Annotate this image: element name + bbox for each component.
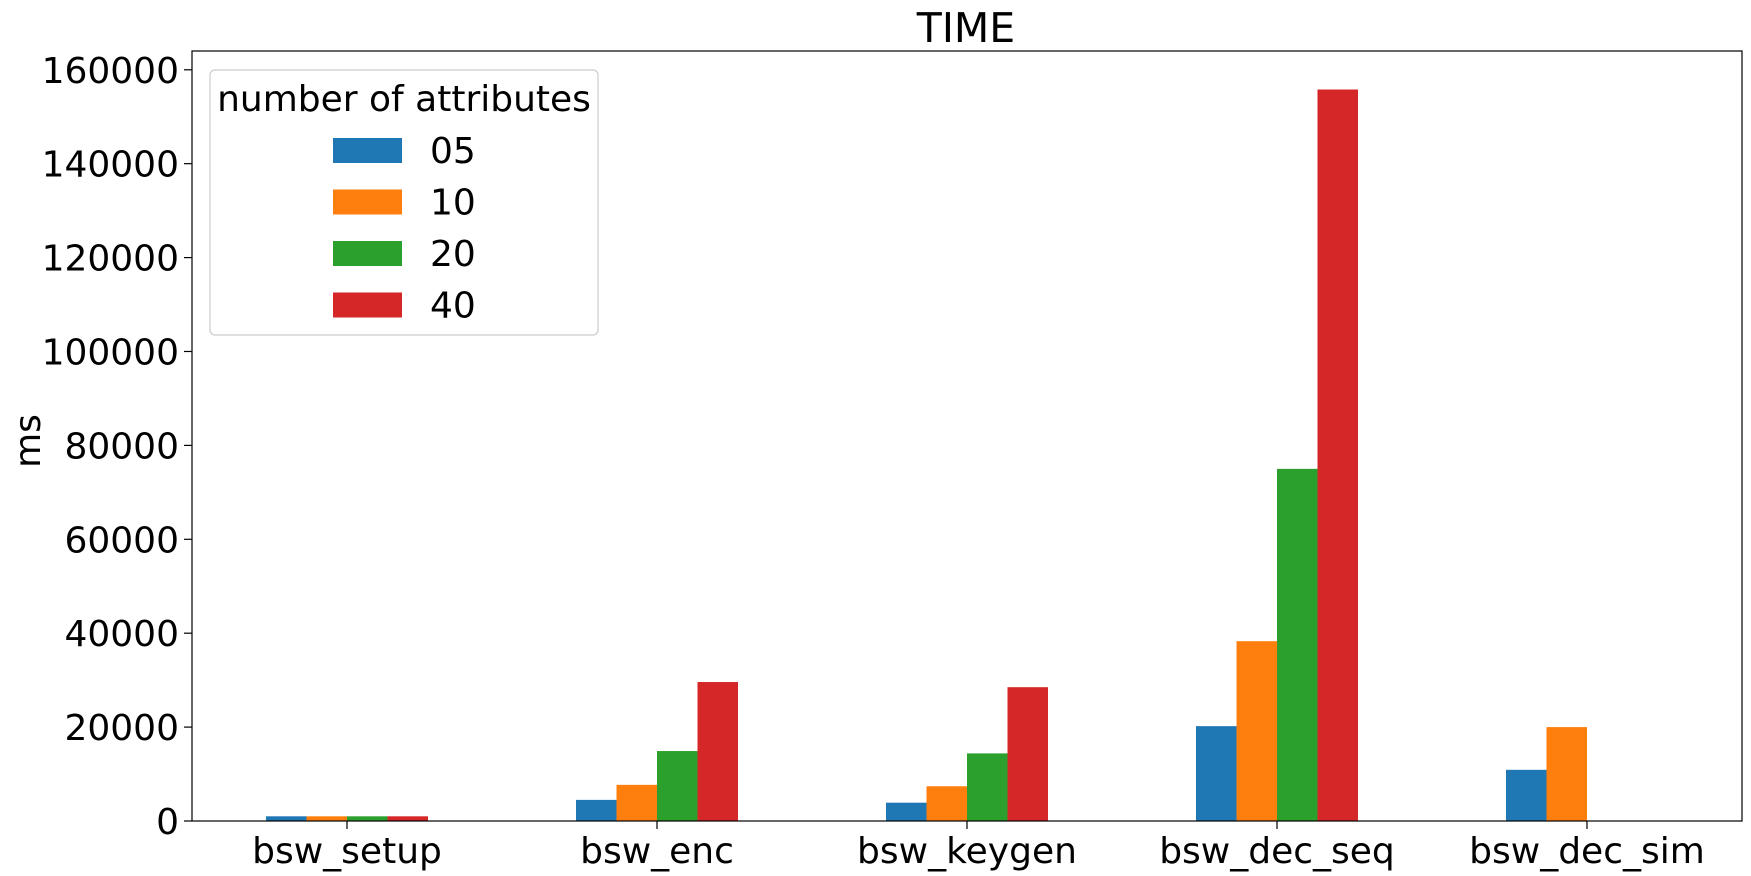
bar-bsw_enc-20 (657, 751, 698, 821)
y-tick-label: 80000 (64, 426, 179, 467)
bar-bsw_dec_seq-10 (1236, 641, 1277, 821)
bar-bsw_dec_sim-10 (1546, 727, 1587, 821)
y-tick-label: 160000 (42, 51, 179, 92)
y-axis-label: ms (8, 414, 49, 468)
bar-bsw_dec_sim-05 (1506, 769, 1547, 821)
x-tick-label: bsw_dec_sim (1469, 831, 1705, 872)
y-tick-label: 0 (156, 802, 179, 843)
y-tick-label: 20000 (64, 708, 179, 749)
bar-bsw_setup-10 (306, 816, 347, 821)
chart-title: TIME (916, 4, 1015, 52)
bar-bsw_keygen-05 (886, 802, 927, 821)
x-tick-label: bsw_keygen (857, 831, 1077, 872)
legend: number of attributes 05 10 20 40 (209, 69, 599, 336)
legend-swatch-05 (333, 138, 402, 163)
bar-bsw_keygen-20 (967, 753, 1008, 821)
bar-bsw_keygen-40 (1007, 687, 1048, 821)
bar-bsw_setup-40 (387, 816, 428, 821)
plot-frame (191, 50, 1743, 822)
bar-bsw_setup-20 (347, 816, 388, 821)
bar-bsw_keygen-10 (926, 786, 967, 821)
legend-title: number of attributes (217, 79, 591, 120)
bar-bsw_setup-05 (266, 816, 307, 821)
y-tick-label: 140000 (42, 145, 179, 186)
x-tick-label: bsw_dec_seq (1159, 831, 1395, 872)
legend-swatch-40 (333, 292, 402, 318)
legend-label-20: 20 (430, 234, 476, 275)
x-tick-label: bsw_setup (252, 831, 442, 872)
bar-bsw_dec_seq-40 (1317, 89, 1358, 821)
y-tick-label: 100000 (42, 332, 179, 373)
legend-box (209, 69, 599, 336)
plot-area: bsw_setup bsw_enc bsw_keygen bsw_dec_seq bsw… (42, 50, 1743, 872)
bar-bsw_enc-10 (616, 784, 657, 821)
legend-swatch-10 (333, 189, 402, 215)
y-tick-label: 120000 (42, 239, 179, 280)
y-tick-label: 60000 (64, 520, 179, 561)
legend-label-10: 10 (430, 183, 476, 224)
y-tick-label: 40000 (64, 614, 179, 655)
bar-bsw_enc-40 (697, 682, 738, 821)
legend-label-40: 40 (430, 286, 476, 327)
bar-bsw_dec_seq-20 (1277, 468, 1318, 821)
legend-swatch-20 (333, 241, 402, 266)
x-tick-label: bsw_enc (580, 831, 734, 872)
bar-bsw_enc-05 (576, 799, 617, 821)
legend-label-05: 05 (430, 131, 476, 172)
bar-bsw_dec_seq-05 (1196, 726, 1237, 821)
